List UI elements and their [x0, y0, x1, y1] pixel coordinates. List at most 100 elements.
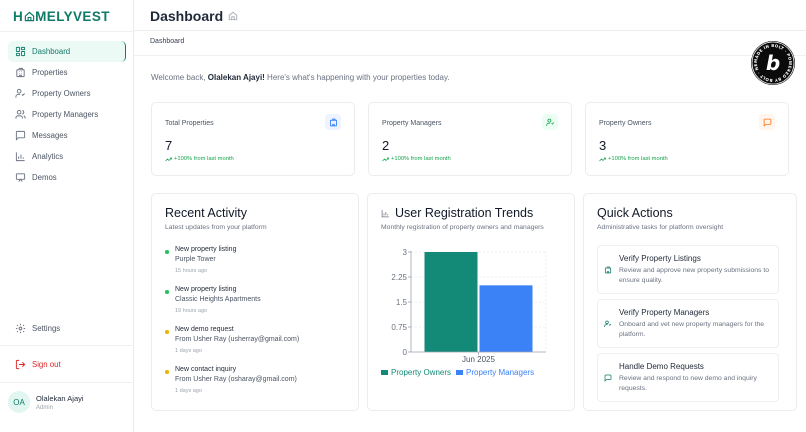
gear-icon — [15, 323, 26, 334]
quick-actions-list: Verify Property Listings Review and appr… — [597, 245, 779, 407]
stat-label: Property Managers — [382, 120, 442, 127]
panel-subtitle: Administrative tasks for platform oversi… — [597, 224, 724, 231]
badge-ring-text-icon: MADE IN BOLT · POWERED BY BOLT · NEW · — [751, 41, 795, 85]
bar-chart-icon — [381, 209, 389, 217]
users-icon — [15, 109, 26, 120]
activity-item[interactable]: New demo request From Usher Ray (usherra… — [165, 326, 350, 366]
panel-title: User Registration Trends — [381, 206, 533, 220]
user-check-icon — [15, 88, 26, 99]
building-icon — [329, 118, 337, 126]
settings-button[interactable]: Settings — [8, 318, 126, 339]
legend-swatch — [456, 369, 464, 376]
page-header: Dashboard — [134, 0, 806, 31]
signout-button[interactable]: Sign out — [8, 354, 126, 375]
status-dot — [165, 290, 169, 294]
legend-swatch — [381, 369, 388, 376]
sidebar-nav: Dashboard Properties Property Owners Pro… — [8, 41, 126, 188]
activity-item[interactable]: New contact inquiry From Usher Ray (osha… — [165, 366, 350, 406]
breadcrumb[interactable]: Dashboard — [150, 38, 185, 45]
user-name: Olalekan Ajayi — [36, 393, 84, 403]
trending-up-icon — [165, 157, 172, 161]
stat-icon-bg — [325, 114, 341, 130]
stat-value: 3 — [599, 138, 607, 153]
status-dot — [165, 250, 169, 254]
bolt-badge[interactable]: MADE IN BOLT · POWERED BY BOLT · NEW · b — [751, 41, 795, 85]
quick-action-demo-requests[interactable]: Handle Demo Requests Review and respond … — [597, 353, 779, 402]
presentation-icon — [15, 172, 26, 183]
status-dot — [165, 330, 169, 334]
panel-title: Recent Activity — [165, 206, 247, 220]
chart-legend: Property Owners Property Managers — [381, 368, 539, 377]
stat-label: Property Owners — [599, 120, 652, 127]
sidebar: H MELYVEST Dashboard Properties Property… — [0, 0, 134, 432]
svg-text:0: 0 — [403, 348, 408, 357]
svg-text:3: 3 — [403, 248, 408, 257]
activity-item[interactable]: New property listing Classic Heights Apa… — [165, 286, 350, 326]
legend-item-managers[interactable]: Property Managers — [456, 368, 534, 377]
quick-actions-panel: Quick Actions Administrative tasks for p… — [583, 193, 797, 411]
stat-trend: +100% from last month — [382, 156, 451, 162]
building-icon — [604, 266, 612, 274]
trending-up-icon — [382, 157, 389, 161]
sidebar-item-messages[interactable]: Messages — [8, 125, 126, 146]
panel-title: Quick Actions — [597, 206, 673, 220]
bar-chart-icon — [15, 151, 26, 162]
message-square-icon — [604, 374, 612, 382]
stat-trend: +100% from last month — [165, 156, 234, 162]
svg-text:0.75: 0.75 — [391, 323, 407, 332]
quick-action-verify-managers[interactable]: Verify Property Managers Onboard and vet… — [597, 299, 779, 348]
stat-card-property-owners: Property Owners 3 +100% from last month — [585, 102, 789, 176]
logout-icon — [15, 359, 26, 370]
breadcrumb-bar: Dashboard — [134, 31, 806, 56]
user-check-icon — [604, 320, 612, 327]
svg-text:1.5: 1.5 — [396, 298, 408, 307]
avatar: OA — [8, 391, 30, 413]
sidebar-item-analytics[interactable]: Analytics — [8, 146, 126, 167]
message-square-icon — [15, 130, 26, 141]
user-check-icon — [545, 118, 554, 126]
grid-icon — [15, 46, 26, 57]
stat-card-property-managers: Property Managers 2 +100% from last mont… — [368, 102, 572, 176]
stat-icon-bg — [542, 114, 558, 130]
svg-text:Jun 2025: Jun 2025 — [462, 355, 495, 364]
panel-subtitle: Latest updates from your platform — [165, 224, 267, 231]
user-profile[interactable]: OA Olalekan Ajayi Admin — [8, 391, 84, 413]
panel-subtitle: Monthly registration of property owners … — [381, 224, 544, 231]
status-dot — [165, 370, 169, 374]
sidebar-item-property-managers[interactable]: Property Managers — [8, 104, 126, 125]
sidebar-item-property-owners[interactable]: Property Owners — [8, 83, 126, 104]
activity-list: New property listing Purple Tower 15 hou… — [165, 246, 350, 406]
svg-text:2.25: 2.25 — [391, 273, 407, 282]
divider — [0, 31, 134, 32]
divider — [0, 382, 134, 383]
bar-chart: 0 0.75 1.5 2.25 3 Jun 2025 — [391, 248, 547, 364]
message-square-icon — [763, 118, 771, 127]
stat-icon-bg — [759, 114, 775, 130]
trending-up-icon — [599, 157, 606, 161]
home-icon — [228, 11, 238, 21]
quick-action-verify-listings[interactable]: Verify Property Listings Review and appr… — [597, 245, 779, 294]
badge-letter: b — [765, 51, 781, 75]
stat-value: 7 — [165, 138, 173, 153]
sidebar-item-dashboard[interactable]: Dashboard — [8, 41, 126, 62]
settings-section: Settings — [8, 318, 126, 339]
stat-trend: +100% from last month — [599, 156, 668, 162]
page-title: Dashboard — [150, 8, 238, 24]
stat-card-total-properties: Total Properties 7 +100% from last month — [151, 102, 355, 176]
stat-label: Total Properties — [165, 120, 214, 127]
signout-section: Sign out — [8, 354, 126, 375]
logo[interactable]: H MELYVEST — [13, 9, 110, 24]
welcome-message: Welcome back, Olalekan Ajayi! Here's wha… — [151, 73, 450, 82]
bar-property-owners[interactable] — [424, 252, 478, 352]
sidebar-item-properties[interactable]: Properties — [8, 62, 126, 83]
sidebar-item-demos[interactable]: Demos — [8, 167, 126, 188]
registration-trends-panel: User Registration Trends Monthly registr… — [367, 193, 575, 411]
building-icon — [15, 67, 26, 78]
user-role: Admin — [36, 404, 54, 411]
recent-activity-panel: Recent Activity Latest updates from your… — [151, 193, 359, 411]
stat-value: 2 — [382, 138, 390, 153]
divider — [0, 345, 134, 346]
bar-property-managers[interactable] — [479, 285, 533, 352]
legend-item-owners[interactable]: Property Owners — [381, 368, 451, 377]
activity-item[interactable]: New property listing Purple Tower 15 hou… — [165, 246, 350, 286]
